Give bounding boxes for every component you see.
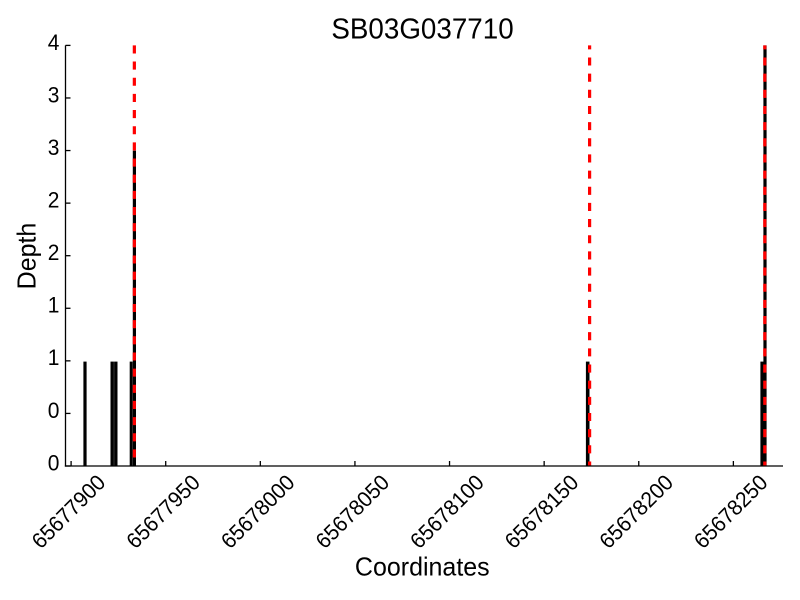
- svg-text:3: 3: [48, 136, 60, 160]
- svg-text:2: 2: [48, 188, 60, 212]
- svg-text:3: 3: [48, 83, 60, 107]
- svg-text:0: 0: [48, 398, 60, 422]
- svg-text:1: 1: [48, 346, 60, 370]
- svg-text:1: 1: [48, 293, 60, 317]
- svg-text:Depth: Depth: [13, 223, 42, 290]
- svg-text:4: 4: [48, 30, 60, 54]
- svg-text:SB03G037710: SB03G037710: [331, 13, 513, 46]
- svg-text:Coordinates: Coordinates: [355, 553, 490, 582]
- svg-text:0: 0: [48, 451, 60, 475]
- svg-text:2: 2: [48, 241, 60, 265]
